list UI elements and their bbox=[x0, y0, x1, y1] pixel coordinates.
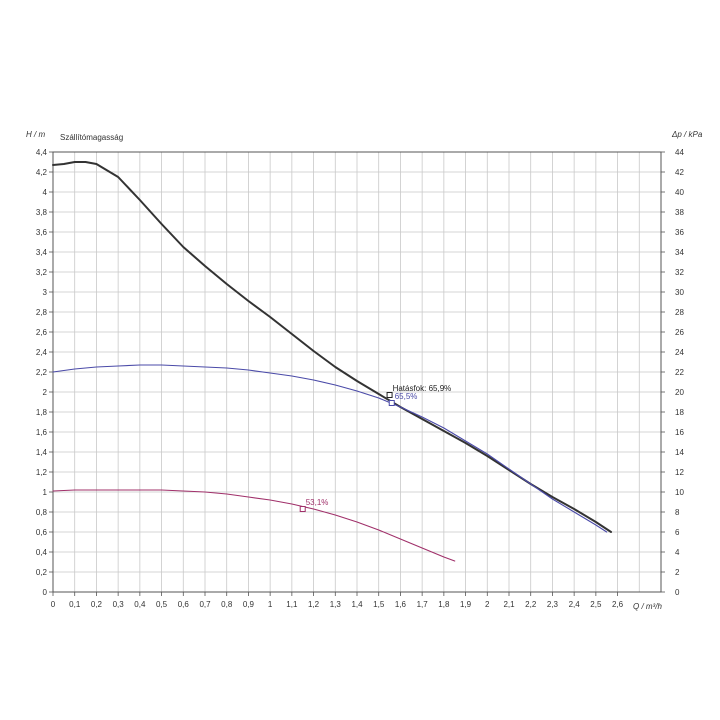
x-tick-label: 2,5 bbox=[590, 600, 602, 609]
x-tick-label: 2,1 bbox=[503, 600, 515, 609]
x-tick-label: 1,9 bbox=[460, 600, 472, 609]
y-tick-label: 2 bbox=[43, 388, 48, 397]
x-tick-label: 1,5 bbox=[373, 600, 385, 609]
y2-tick-label: 38 bbox=[675, 208, 684, 217]
y-tick-label: 4 bbox=[43, 188, 48, 197]
y-tick-label: 0,6 bbox=[36, 528, 48, 537]
y2-tick-label: 34 bbox=[675, 248, 684, 257]
y-tick-label: 1,2 bbox=[36, 468, 48, 477]
x-tick-label: 0,9 bbox=[243, 600, 255, 609]
x-tick-label: 0,7 bbox=[199, 600, 211, 609]
chart-subtitle: Szállítómagasság bbox=[60, 133, 123, 142]
y2-tick-label: 6 bbox=[675, 528, 680, 537]
y-tick-label: 3 bbox=[43, 288, 48, 297]
y2-tick-label: 18 bbox=[675, 408, 684, 417]
efficiency-marker bbox=[388, 400, 395, 406]
y2-tick-label: 30 bbox=[675, 288, 684, 297]
y-axis-title: H / m bbox=[26, 130, 45, 139]
series-line-2 bbox=[52, 364, 608, 533]
y2-tick-label: 0 bbox=[675, 588, 680, 597]
x-tick-label: 0,1 bbox=[69, 600, 81, 609]
x-tick-label: 1,7 bbox=[417, 600, 429, 609]
y2-tick-label: 32 bbox=[675, 268, 684, 277]
x-tick-label: 2,3 bbox=[547, 600, 559, 609]
y2-tick-label: 4 bbox=[675, 548, 680, 557]
y2-tick-label: 2 bbox=[675, 568, 680, 577]
x-tick-label: 1 bbox=[268, 600, 273, 609]
y2-tick-label: 28 bbox=[675, 308, 684, 317]
y-tick-label: 0,2 bbox=[36, 568, 48, 577]
series-group bbox=[52, 161, 613, 562]
y-tick-label: 4,2 bbox=[36, 168, 48, 177]
x-tick-label: 2,4 bbox=[569, 600, 581, 609]
x-tick-label: 0,3 bbox=[113, 600, 125, 609]
y2-axis-title: Δp / kPa bbox=[671, 130, 703, 139]
y-tick-label: 2,8 bbox=[36, 308, 48, 317]
y-tick-label: 3,4 bbox=[36, 248, 48, 257]
x-tick-label: 0,4 bbox=[134, 600, 146, 609]
series-line-3 bbox=[52, 489, 456, 562]
y-tick-label: 0,8 bbox=[36, 508, 48, 517]
y-tick-label: 4,4 bbox=[36, 148, 48, 157]
y-tick-label: 0,4 bbox=[36, 548, 48, 557]
y2-tick-label: 36 bbox=[675, 228, 684, 237]
y-tick-label: 3,6 bbox=[36, 228, 48, 237]
efficiency-label: 53,1% bbox=[306, 498, 329, 507]
x-tick-label: 0,6 bbox=[178, 600, 190, 609]
x-tick-label: 1,2 bbox=[308, 600, 320, 609]
y-tick-label: 1,6 bbox=[36, 428, 48, 437]
x-tick-label: 1,1 bbox=[286, 600, 298, 609]
x-tick-label: 1,6 bbox=[395, 600, 407, 609]
y2-tick-label: 14 bbox=[675, 448, 684, 457]
y-tick-label: 1 bbox=[43, 488, 48, 497]
efficiency-marker bbox=[299, 506, 306, 512]
efficiency-label: Hatásfok: 65,9% bbox=[393, 384, 452, 393]
y2-tick-label: 16 bbox=[675, 428, 684, 437]
tick-labels: 0 0,1 0,2 0,3 0,4 0,5 0,6 0,7 0,8 0,9 1 1,1 1,2 1,3 1,… bbox=[36, 148, 685, 609]
annotations: Hatásfok: 65,9%65,5% 53,1% bbox=[299, 384, 452, 512]
y2-tick-label: 22 bbox=[675, 368, 684, 377]
y-tick-label: 1,4 bbox=[36, 448, 48, 457]
y2-tick-label: 40 bbox=[675, 188, 684, 197]
efficiency-label: 65,5% bbox=[395, 392, 418, 401]
x-tick-label: 1,3 bbox=[330, 600, 342, 609]
y2-tick-label: 10 bbox=[675, 488, 684, 497]
x-tick-label: 0,2 bbox=[91, 600, 103, 609]
x-tick-label: 2,6 bbox=[612, 600, 624, 609]
x-tick-label: 0,8 bbox=[221, 600, 233, 609]
y-tick-label: 0 bbox=[43, 588, 48, 597]
y2-tick-label: 20 bbox=[675, 388, 684, 397]
y-tick-label: 3,8 bbox=[36, 208, 48, 217]
y-tick-label: 2,6 bbox=[36, 328, 48, 337]
y2-tick-label: 26 bbox=[675, 328, 684, 337]
y2-tick-label: 12 bbox=[675, 468, 684, 477]
y-tick-label: 2,2 bbox=[36, 368, 48, 377]
y2-tick-label: 42 bbox=[675, 168, 684, 177]
y-tick-label: 1,8 bbox=[36, 408, 48, 417]
x-axis-title: Q / m³/h bbox=[633, 602, 662, 611]
x-tick-label: 0,5 bbox=[156, 600, 168, 609]
x-tick-label: 2 bbox=[485, 600, 490, 609]
y-tick-label: 3,2 bbox=[36, 268, 48, 277]
y2-tick-label: 8 bbox=[675, 508, 680, 517]
x-tick-label: 2,2 bbox=[525, 600, 537, 609]
x-tick-label: 1,8 bbox=[438, 600, 450, 609]
x-tick-label: 1,4 bbox=[351, 600, 363, 609]
efficiency-marker bbox=[386, 392, 393, 398]
x-tick-label: 0 bbox=[51, 600, 56, 609]
y2-tick-label: 24 bbox=[675, 348, 684, 357]
y2-tick-label: 44 bbox=[675, 148, 684, 157]
y-tick-label: 2,4 bbox=[36, 348, 48, 357]
